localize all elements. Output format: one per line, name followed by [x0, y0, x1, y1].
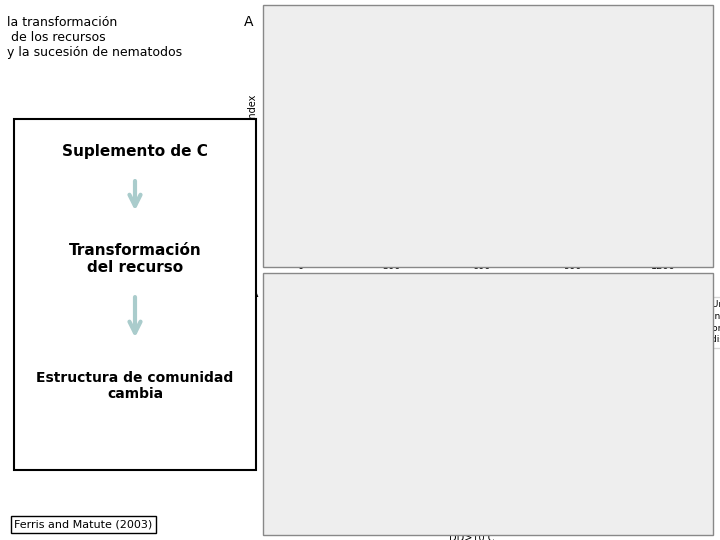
- Text: Ferris and Matute (2003): Ferris and Matute (2003): [14, 519, 153, 529]
- Text: A: A: [244, 15, 253, 29]
- Text: A: A: [248, 286, 258, 300]
- Text: la transformación
 de los recursos
y la sucesión de nematodos: la transformación de los recursos y la s…: [7, 16, 182, 59]
- Text: Estructura de comunidad
cambia: Estructura de comunidad cambia: [37, 371, 233, 401]
- Text: Suplemento de C: Suplemento de C: [62, 144, 208, 159]
- Y-axis label: Channel Index: Channel Index: [248, 370, 258, 440]
- Text: Transformación
del recurso: Transformación del recurso: [68, 243, 202, 275]
- Legend: Cont. Undist., Cont. Incorp., Pl. Incorp., Pl. Undist.: Cont. Undist., Cont. Incorp., Pl. Incorp…: [663, 296, 720, 348]
- X-axis label: DD>10 C: DD>10 C: [449, 533, 495, 540]
- Y-axis label: Enrichment Index: Enrichment Index: [248, 94, 258, 181]
- Title: Plant Materials - Surface: Plant Materials - Surface: [421, 14, 558, 24]
- Title: Plant Low C:N: Plant Low C:N: [433, 292, 510, 302]
- X-axis label: DD>10: DD>10: [472, 276, 508, 286]
- Legend: C:N High, C:N Low, Control: C:N High, C:N Low, Control: [618, 29, 683, 69]
